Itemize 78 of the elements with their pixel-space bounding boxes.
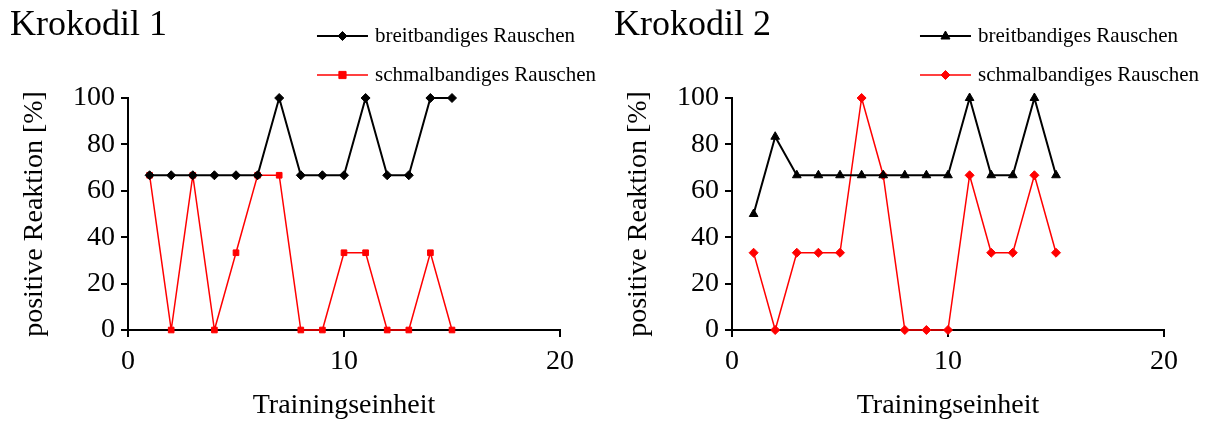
x-axis-title: Trainingseinheit <box>252 387 436 419</box>
point <box>899 325 910 335</box>
point <box>209 170 220 181</box>
point <box>232 249 240 257</box>
x-tick-label: 20 <box>546 344 574 376</box>
point <box>383 326 391 334</box>
point <box>813 169 824 179</box>
legend-label: schmalbandiges Rauschen <box>374 61 597 86</box>
x-tick-label: 10 <box>934 344 962 376</box>
legend-label: breitbandiges Rauschen <box>374 22 576 47</box>
point <box>921 169 932 179</box>
point <box>360 93 371 103</box>
point <box>856 169 867 179</box>
point <box>274 93 285 103</box>
legend-label: schmalbandiges Rauschen <box>977 61 1200 86</box>
y-tick-label: 0 <box>705 312 719 344</box>
y-tick-label: 100 <box>73 80 115 112</box>
point <box>427 249 434 257</box>
point <box>856 93 867 103</box>
point <box>231 170 241 181</box>
point <box>835 169 845 179</box>
point <box>964 92 975 101</box>
y-tick-label: 60 <box>87 173 115 205</box>
x-axis-title: Trainingseinheit <box>856 387 1040 419</box>
y-tick-label: 40 <box>691 219 719 251</box>
point <box>275 171 283 179</box>
point <box>770 325 781 335</box>
point <box>748 208 759 217</box>
chart-title: Krokodil 2 <box>614 3 771 44</box>
y-tick-label: 0 <box>101 312 115 344</box>
point <box>791 247 802 258</box>
point <box>964 170 975 181</box>
point <box>986 247 997 258</box>
point <box>319 326 326 334</box>
point <box>986 169 997 179</box>
point <box>835 247 845 258</box>
point <box>1051 169 1061 179</box>
point <box>167 326 175 334</box>
x-tick-label: 0 <box>725 344 739 376</box>
point <box>921 325 932 335</box>
y-tick-label: 80 <box>87 126 115 158</box>
point <box>943 325 953 335</box>
point <box>297 326 305 334</box>
point <box>943 169 953 179</box>
x-tick-label: 0 <box>121 344 135 376</box>
point <box>405 326 413 334</box>
chart-title: Krokodil 1 <box>10 3 167 44</box>
point <box>1051 247 1061 258</box>
y-axis-title: positive Reaktion [%] <box>17 91 49 337</box>
y-tick-label: 40 <box>87 219 115 251</box>
y-tick-label: 20 <box>87 265 115 297</box>
point <box>211 326 218 334</box>
point <box>447 93 457 103</box>
point <box>166 170 177 181</box>
point <box>382 170 393 181</box>
y-tick-label: 100 <box>677 80 719 112</box>
point <box>1029 92 1040 101</box>
point <box>339 170 349 181</box>
y-tick-label: 80 <box>691 126 719 158</box>
point <box>770 131 781 140</box>
point <box>1007 247 1018 258</box>
point <box>295 170 306 181</box>
point <box>813 247 824 258</box>
y-axis-title: positive Reaktion [%] <box>621 91 653 337</box>
point <box>791 169 802 179</box>
point <box>748 247 759 258</box>
point <box>899 169 910 179</box>
y-tick-label: 20 <box>691 265 719 297</box>
point <box>1029 170 1040 181</box>
x-tick-label: 10 <box>330 344 358 376</box>
x-tick-label: 20 <box>1150 344 1178 376</box>
point <box>403 170 414 181</box>
point <box>317 170 328 181</box>
y-tick-label: 60 <box>691 173 719 205</box>
legend-label: breitbandiges Rauschen <box>977 22 1179 47</box>
point <box>340 249 348 257</box>
point <box>362 249 369 257</box>
point <box>1007 169 1018 179</box>
